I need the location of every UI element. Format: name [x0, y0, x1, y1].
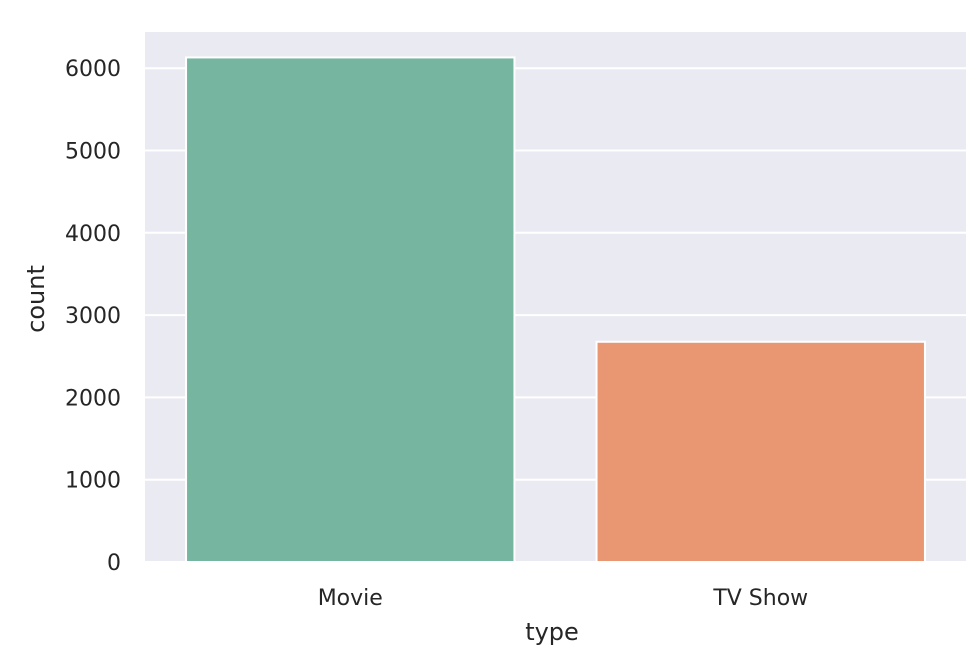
x-axis-label: type — [525, 618, 579, 646]
y-tick-label: 0 — [107, 551, 121, 576]
y-tick-label: 3000 — [65, 304, 121, 329]
bar-tv-show — [595, 340, 926, 563]
x-tick-labels: Movie TV Show — [318, 586, 808, 611]
y-tick-labels: 0 1000 2000 3000 4000 5000 6000 — [65, 57, 121, 576]
x-tick-label: Movie — [318, 586, 383, 611]
y-tick-label: 4000 — [65, 222, 121, 247]
y-axis-label: count — [22, 265, 50, 333]
y-tick-label: 5000 — [65, 140, 121, 165]
bars — [185, 56, 926, 564]
bar-movie — [185, 56, 516, 564]
y-tick-label: 6000 — [65, 57, 121, 82]
y-tick-label: 2000 — [65, 386, 121, 411]
x-tick-label: TV Show — [712, 586, 808, 611]
y-tick-label: 1000 — [65, 469, 121, 494]
